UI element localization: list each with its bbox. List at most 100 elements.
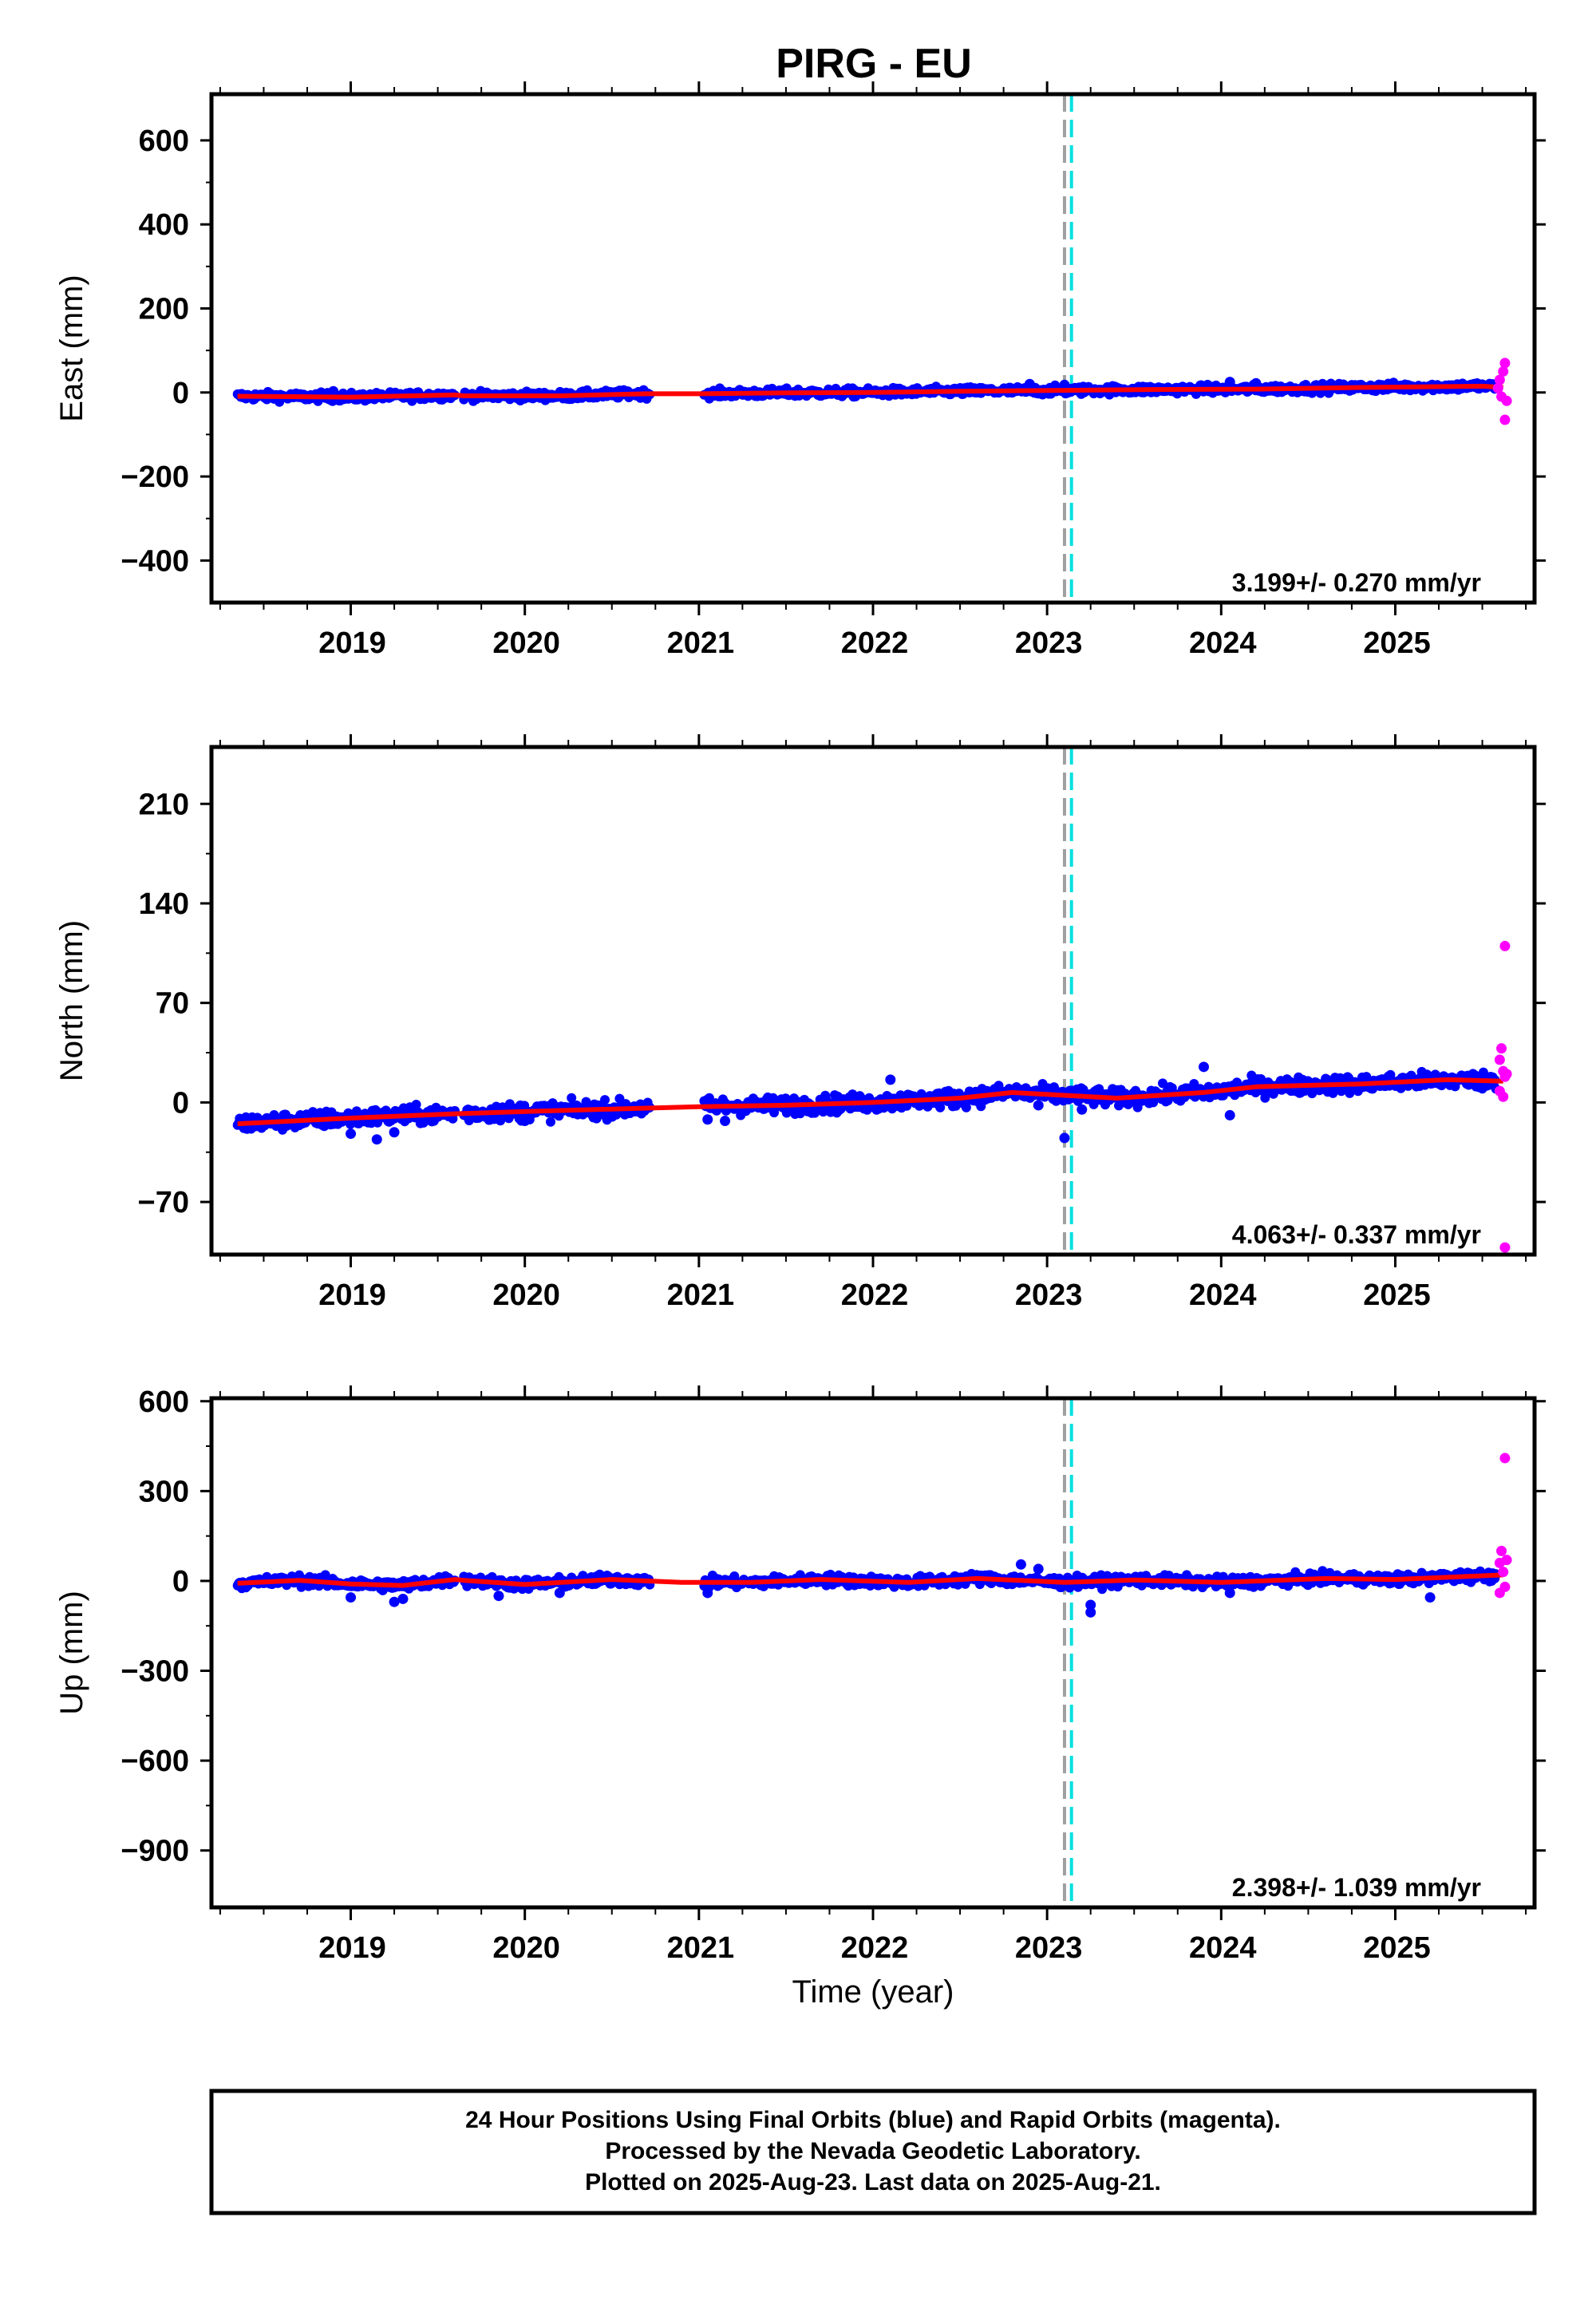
rapid-orbit-point — [1496, 1545, 1507, 1556]
rapid-orbit-point — [1499, 358, 1511, 369]
y-tick-label: 300 — [139, 1475, 189, 1508]
rate-annotation: 3.199+/- 0.270 mm/yr — [1232, 568, 1481, 597]
final-orbit-point — [855, 1093, 866, 1103]
x-axis-label: Time (year) — [792, 1974, 954, 2010]
y-tick-label: −300 — [120, 1655, 189, 1689]
panels: −400 −200 0 200 400 600 2019 2020 2021 2022 2023 20… — [54, 81, 1546, 2010]
final-orbit-point — [1260, 1093, 1270, 1103]
final-orbit-outlier — [1059, 1132, 1070, 1144]
final-orbit-outlier — [1015, 1559, 1026, 1570]
plot-frame — [209, 92, 1537, 605]
final-orbit-outlier — [346, 1128, 357, 1140]
final-orbit-outlier — [1224, 377, 1235, 388]
final-orbit-outlier — [1059, 379, 1070, 390]
x-tick-label: 2024 — [1189, 1931, 1257, 1965]
x-tick-label: 2020 — [492, 626, 560, 660]
final-orbit-point — [1158, 1078, 1167, 1089]
x-tick-label: 2025 — [1363, 1279, 1431, 1312]
final-orbit-outlier — [720, 1116, 731, 1127]
final-orbit-outlier — [1077, 1104, 1088, 1115]
rapid-orbit-point — [1499, 1452, 1511, 1464]
panel-east: −400 −200 0 200 400 600 2019 2020 2021 2022 2023 20… — [54, 81, 1546, 660]
y-tick-label: −600 — [120, 1745, 189, 1778]
y-axis-label: East (mm) — [54, 275, 89, 421]
rapid-orbit-point — [1498, 1091, 1509, 1102]
y-axis-label: Up (mm) — [54, 1591, 89, 1715]
y-tick-label: 200 — [139, 292, 189, 326]
x-tick-label: 2022 — [841, 1279, 909, 1312]
rapid-orbit-point — [1498, 1567, 1509, 1578]
y-tick-label: 210 — [139, 788, 189, 821]
final-orbit-outlier — [554, 1587, 565, 1599]
final-orbit-outlier — [702, 1114, 713, 1125]
caption-line-2: Processed by the Nevada Geodetic Laborat… — [605, 2138, 1140, 2164]
y-tick-label: 400 — [139, 208, 189, 242]
x-tick-label: 2022 — [841, 1931, 909, 1965]
plot-frame — [209, 1396, 1537, 1910]
final-orbit-outlier — [328, 385, 339, 397]
rapid-orbit-point — [1494, 1587, 1505, 1599]
x-tick-label: 2023 — [1015, 1279, 1083, 1312]
model-line — [237, 1077, 1503, 1127]
y-tick-label: 0 — [172, 377, 189, 410]
final-orbit-point — [567, 1093, 577, 1103]
final-orbit-outlier — [346, 1592, 357, 1603]
rapid-orbit-points — [1492, 358, 1512, 425]
final-orbit-point — [895, 1090, 906, 1101]
final-orbit-outlier — [519, 1116, 531, 1127]
x-tick-label: 2025 — [1363, 1931, 1431, 1965]
rapid-orbit-point — [1492, 383, 1503, 394]
final-orbit-point — [935, 1102, 946, 1113]
final-orbit-outlier — [1033, 1563, 1044, 1575]
caption-frame — [209, 2089, 1537, 2215]
final-orbit-points — [232, 1559, 1501, 1618]
rapid-orbit-point — [1498, 366, 1509, 377]
panel-north: −70 0 70 140 210 2019 2020 2021 2022 2023 2024 2025… — [54, 734, 1546, 1312]
final-orbit-outlier — [493, 1591, 504, 1602]
plot-frame — [209, 745, 1537, 1257]
figure-title: PIRG - EU — [776, 41, 972, 87]
rapid-orbit-point — [1501, 1069, 1512, 1080]
y-tick-label: 600 — [139, 1385, 189, 1419]
final-orbit-point — [411, 1100, 421, 1109]
plot-area — [232, 747, 1512, 1255]
final-orbit-outlier — [1224, 1587, 1235, 1599]
y-tick-label: 70 — [156, 987, 189, 1021]
y-tick-label: 0 — [172, 1565, 189, 1599]
rapid-orbit-point — [1501, 1555, 1512, 1566]
final-orbit-outlier — [1199, 1061, 1209, 1073]
final-orbit-outlier — [1424, 1592, 1436, 1603]
final-orbit-point — [546, 1117, 555, 1127]
model-line — [237, 1572, 1503, 1588]
y-tick-label: −900 — [120, 1835, 189, 1868]
final-orbit-outlier — [1085, 1599, 1096, 1611]
x-tick-label: 2024 — [1189, 626, 1257, 660]
model-line — [237, 383, 1503, 400]
x-tick-label: 2020 — [492, 1279, 560, 1312]
rapid-orbit-point — [1499, 940, 1511, 951]
final-orbit-outlier — [1033, 1100, 1044, 1111]
final-orbit-point — [1256, 1074, 1266, 1084]
x-tick-label: 2019 — [318, 1279, 386, 1312]
final-orbit-outlier — [389, 1596, 400, 1607]
plot-area — [232, 1398, 1512, 1907]
y-tick-label: 140 — [139, 887, 189, 921]
rapid-orbit-point — [1499, 414, 1511, 425]
x-tick-label: 2024 — [1189, 1279, 1257, 1312]
y-tick-label: −400 — [120, 544, 189, 578]
final-orbit-outlier — [885, 1074, 896, 1085]
x-tick-label: 2021 — [667, 626, 735, 660]
rapid-orbit-point — [1494, 1054, 1505, 1065]
x-tick-label: 2022 — [841, 626, 909, 660]
rapid-orbit-point — [1501, 395, 1512, 406]
caption-line-1: 24 Hour Positions Using Final Orbits (bl… — [465, 2107, 1281, 2133]
final-orbit-outlier — [389, 1127, 400, 1138]
y-tick-label: −200 — [120, 460, 189, 494]
final-orbit-outlier — [371, 1134, 382, 1145]
rapid-orbit-point — [1499, 1242, 1511, 1253]
final-orbit-point — [269, 1110, 279, 1120]
x-tick-label: 2025 — [1363, 626, 1431, 660]
rapid-orbit-point — [1494, 374, 1505, 385]
rate-annotation: 2.398+/- 1.039 mm/yr — [1232, 1873, 1481, 1902]
